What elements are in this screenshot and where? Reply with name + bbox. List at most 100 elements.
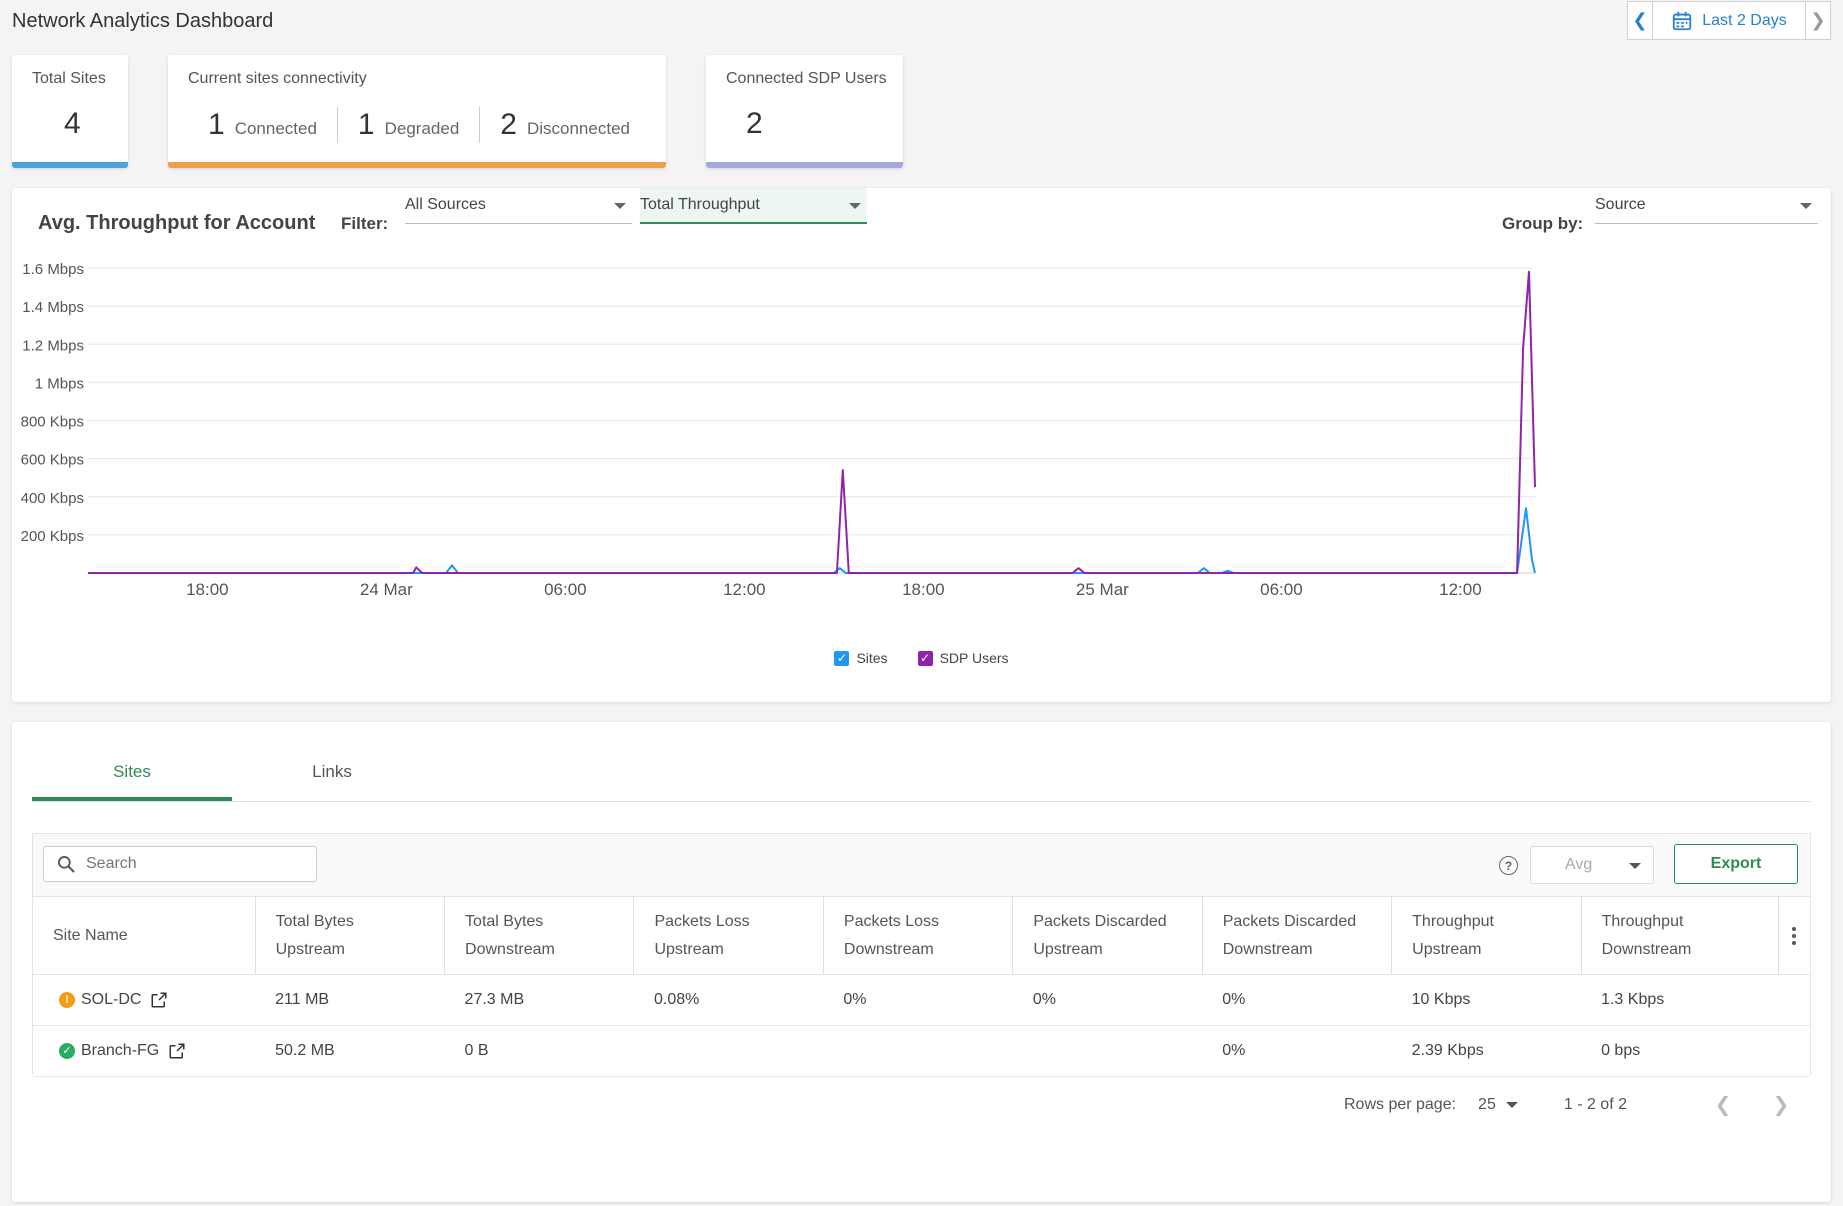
column-header[interactable]: Total Bytes Upstream: [255, 896, 446, 975]
kebab-menu-icon[interactable]: [1779, 926, 1810, 945]
disconnected-label: Disconnected: [526, 119, 630, 138]
degraded-count[interactable]: 1 Degraded: [338, 107, 481, 143]
chart-legend: ✓ Sites ✓ SDP Users: [12, 650, 1831, 666]
chart-title: Avg. Throughput for Account: [38, 212, 316, 234]
table-cell: 50.2 MB: [255, 1025, 445, 1077]
legend-item-sites[interactable]: ✓ Sites: [834, 650, 888, 666]
table-cell: 0%: [1012, 974, 1203, 1026]
tab-sites[interactable]: Sites: [32, 722, 232, 801]
site-name-link[interactable]: Branch-FG: [81, 1042, 160, 1059]
chevron-left-icon[interactable]: ❮: [1627, 1, 1653, 40]
date-range-button[interactable]: Last 2 Days: [1653, 1, 1805, 40]
table-cell: [1778, 1025, 1810, 1077]
column-header[interactable]: Throughput Upstream: [1391, 896, 1582, 975]
table-cell: 2.39 Kbps: [1391, 1025, 1582, 1077]
disconnected-count[interactable]: 2 Disconnected: [480, 107, 650, 143]
source-filter-value: All Sources: [405, 196, 486, 213]
y-tick-label: 1.6 Mbps: [22, 261, 84, 278]
x-tick-label: 25 Mar: [1076, 580, 1129, 599]
legend-item-sdp-users[interactable]: ✓ SDP Users: [917, 650, 1009, 666]
search-icon: [57, 856, 75, 873]
table-row[interactable]: ! SOL-DC 211 MB 27.3 MB 0.08% 0% 0% 0% 1…: [33, 974, 1810, 1026]
chevron-down-icon: [614, 203, 626, 209]
column-header[interactable]: Throughput Downstream: [1581, 896, 1779, 975]
sdp-users-value: 2: [746, 107, 763, 140]
x-tick-label: 06:00: [544, 580, 587, 599]
x-tick-label: 24 Mar: [360, 580, 413, 599]
table-cell: 0%: [1202, 1025, 1392, 1077]
rows-per-page-value: 25: [1478, 1095, 1496, 1113]
column-header[interactable]: Packets Loss Downstream: [823, 896, 1014, 975]
column-header[interactable]: Site Name: [33, 896, 256, 975]
group-by-select[interactable]: Source: [1595, 188, 1818, 224]
metric-filter-value: Total Throughput: [640, 196, 760, 213]
table-cell: [1778, 974, 1810, 1026]
site-name-cell: ✓ Branch-FG: [33, 1025, 256, 1077]
site-name-link[interactable]: SOL-DC: [81, 991, 142, 1008]
filter-label: Filter:: [341, 214, 389, 233]
x-tick-label: 18:00: [186, 580, 229, 599]
date-range-nav: ❮ Last 2 Days ❯: [1627, 1, 1831, 40]
sdp-users-label: Connected SDP Users: [726, 70, 887, 87]
y-tick-label: 600 Kbps: [21, 452, 84, 469]
connected-count[interactable]: 1 Connected: [208, 107, 338, 143]
group-by-label: Group by:: [1502, 214, 1584, 233]
external-link-icon[interactable]: [168, 1042, 186, 1060]
x-tick-label: 06:00: [1260, 580, 1303, 599]
tab-links[interactable]: Links: [312, 762, 352, 781]
column-header[interactable]: Packets Discarded Upstream: [1012, 896, 1203, 975]
sdp-users-card[interactable]: Connected SDP Users 2: [706, 55, 903, 168]
table-cell: 10 Kbps: [1391, 974, 1582, 1026]
date-range-label: Last 2 Days: [1702, 11, 1787, 29]
search-box[interactable]: [43, 846, 317, 882]
external-link-icon[interactable]: [150, 991, 168, 1009]
table-cell: [823, 1025, 1013, 1077]
chevron-right-icon[interactable]: ❯: [1805, 1, 1831, 40]
checkbox-icon[interactable]: ✓: [917, 650, 933, 666]
table-cell: 211 MB: [255, 974, 445, 1026]
column-menu[interactable]: [1778, 896, 1810, 975]
total-sites-card[interactable]: Total Sites 4: [12, 55, 128, 168]
table-cell: 0 bps: [1581, 1025, 1779, 1077]
source-filter-select[interactable]: All Sources: [405, 188, 632, 224]
chevron-left-icon[interactable]: ❮: [1714, 1094, 1732, 1116]
sites-grid: ? Avg Export Site Name Total Bytes Upstr…: [32, 833, 1811, 1077]
table-row[interactable]: ✓ Branch-FG 50.2 MB 0 B 0% 2.39 Kbps 0 b…: [33, 1025, 1810, 1077]
column-header[interactable]: Packets Discarded Downstream: [1202, 896, 1393, 975]
legend-label-sdp-users: SDP Users: [939, 650, 1009, 666]
rows-per-page-label: Rows per page:: [1343, 1095, 1457, 1113]
group-by-value: Source: [1595, 196, 1646, 213]
column-header[interactable]: Packets Loss Upstream: [633, 896, 824, 975]
throughput-chart-card: Avg. Throughput for Account Filter: All …: [12, 188, 1831, 702]
rows-per-page-select[interactable]: 25: [1478, 1096, 1518, 1114]
aggregate-value: Avg: [1565, 856, 1593, 873]
connectivity-card[interactable]: Current sites connectivity 1 Connected 1…: [168, 55, 666, 168]
pagination: Rows per page: 25 1 - 2 of 2 ❮ ❯: [1344, 1092, 1791, 1117]
search-input[interactable]: [86, 855, 286, 873]
y-tick-label: 1 Mbps: [35, 375, 84, 392]
connected-label: Connected: [234, 119, 317, 138]
grid-toolbar: ? Avg Export: [33, 834, 1810, 896]
degraded-label: Degraded: [384, 119, 460, 138]
total-sites-value: 4: [64, 107, 81, 140]
table-header-row: Site Name Total Bytes Upstream Total Byt…: [33, 896, 1810, 975]
aggregate-select[interactable]: Avg: [1530, 846, 1654, 884]
metric-filter-select[interactable]: Total Throughput: [640, 188, 867, 224]
series-line-sites: [88, 507, 1536, 574]
warning-status-icon: !: [59, 992, 75, 1008]
checkbox-icon[interactable]: ✓: [834, 650, 850, 666]
series-line-sdp-users: [88, 270, 1536, 574]
help-icon[interactable]: ?: [1499, 856, 1518, 875]
y-tick-label: 1.2 Mbps: [22, 337, 84, 354]
degraded-number: 1: [357, 108, 375, 141]
table-cell: 0 B: [444, 1025, 634, 1077]
chevron-down-icon: [1505, 1101, 1518, 1108]
x-tick-label: 12:00: [1439, 580, 1482, 599]
chevron-right-icon[interactable]: ❯: [1772, 1094, 1790, 1116]
check-circle-icon: ✓: [59, 1043, 75, 1059]
column-header[interactable]: Total Bytes Downstream: [444, 896, 635, 975]
table-cell: 1.3 Kbps: [1581, 974, 1779, 1026]
throughput-line-chart: 200 Kbps 400 Kbps 600 Kbps 800 Kbps 1 Mbps 1.…: [21, 261, 1536, 599]
export-button[interactable]: Export: [1674, 844, 1798, 884]
sites-table: Site Name Total Bytes Upstream Total Byt…: [33, 896, 1810, 1077]
